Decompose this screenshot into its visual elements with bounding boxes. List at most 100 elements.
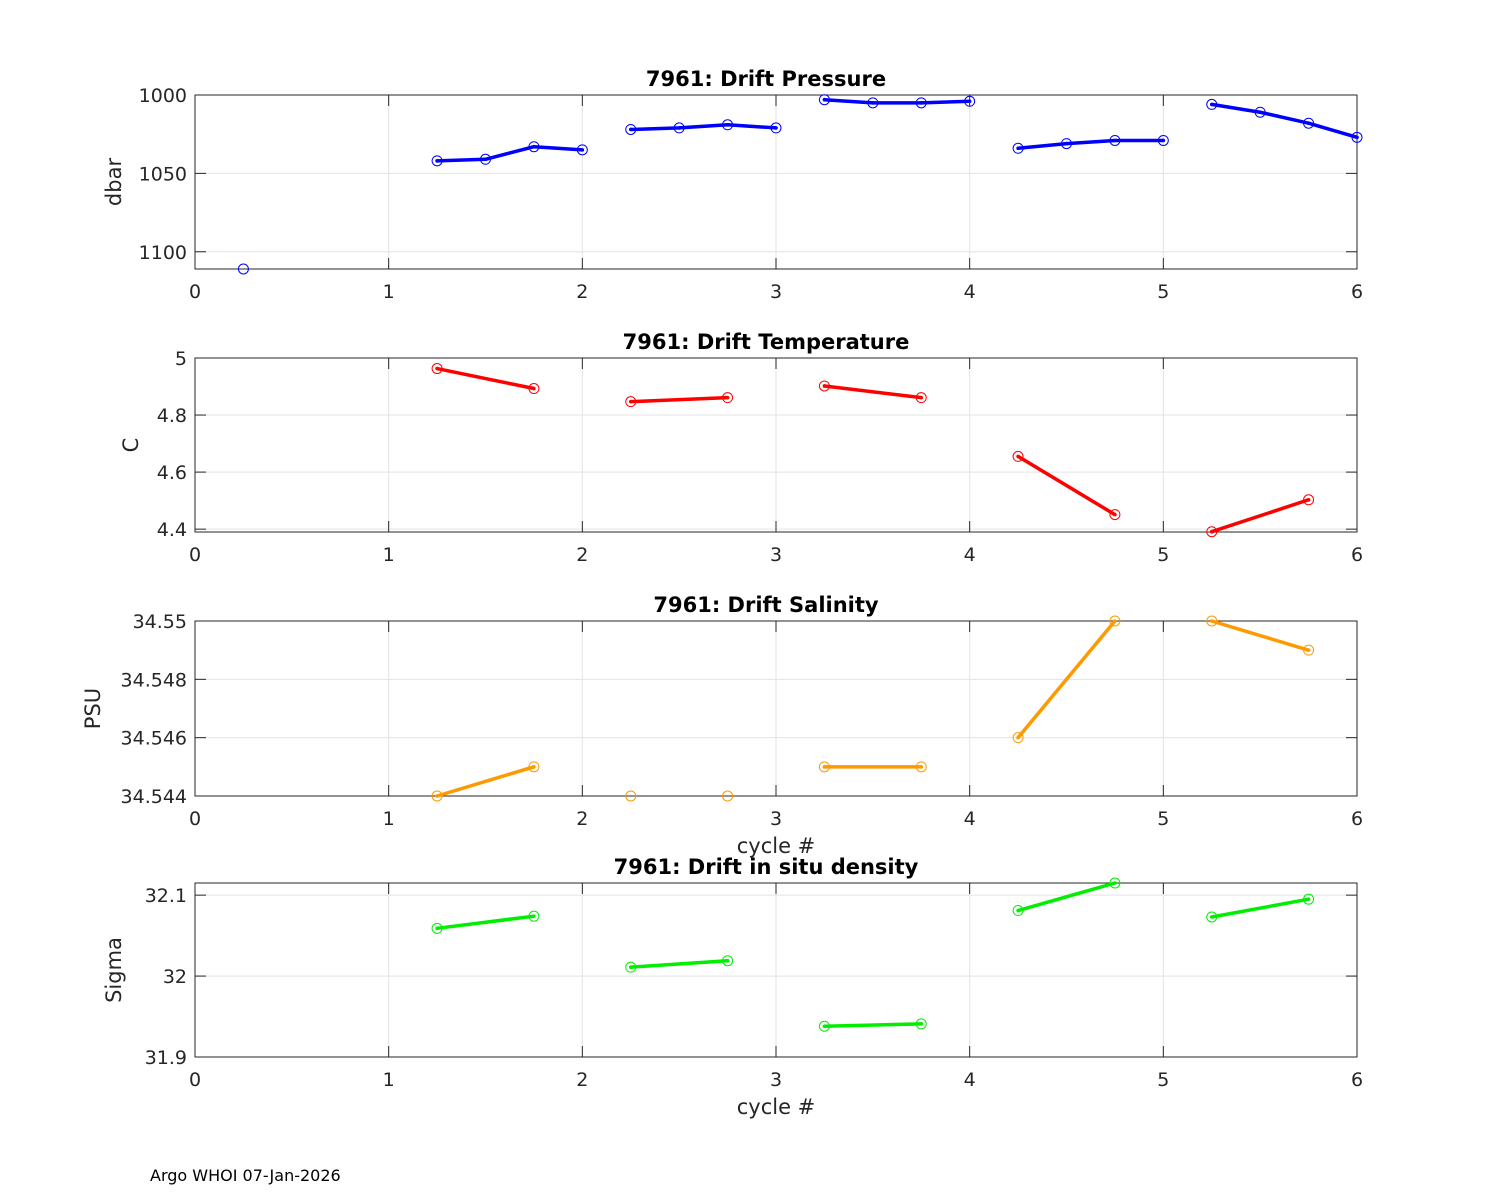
data-point-marker bbox=[528, 910, 540, 922]
data-point-marker bbox=[770, 122, 782, 134]
data-point-marker bbox=[964, 95, 976, 107]
data-point-marker bbox=[1303, 893, 1315, 905]
x-tick-label: 3 bbox=[770, 544, 782, 566]
data-point-dot bbox=[725, 958, 730, 963]
data-point-marker bbox=[237, 263, 249, 275]
y-tick-label: 1050 bbox=[139, 163, 187, 185]
data-point-dot bbox=[1113, 881, 1117, 885]
x-tick-label: 3 bbox=[770, 808, 782, 830]
data-point-dot bbox=[1355, 135, 1359, 140]
x-tick-label: 5 bbox=[1157, 281, 1169, 303]
data-point-dot bbox=[628, 399, 633, 404]
data-point-marker bbox=[480, 153, 491, 165]
data-point-dot bbox=[435, 926, 439, 931]
data-point-marker bbox=[528, 141, 540, 153]
x-tick-label: 3 bbox=[770, 1069, 782, 1091]
data-point-dot bbox=[1209, 915, 1214, 919]
x-tick-label: 4 bbox=[964, 281, 976, 303]
y-tick-label: 32 bbox=[163, 966, 187, 988]
x-tick-label: 0 bbox=[189, 808, 201, 830]
y-axis-label: dbar bbox=[102, 158, 126, 207]
y-tick-label: 32.1 bbox=[145, 885, 187, 907]
data-point-marker bbox=[625, 396, 637, 408]
x-tick-label: 2 bbox=[576, 808, 588, 830]
data-point-dot bbox=[532, 914, 536, 918]
x-tick-label: 4 bbox=[964, 1069, 976, 1091]
data-point-marker bbox=[722, 955, 734, 967]
data-point-marker bbox=[1109, 615, 1121, 627]
data-point-marker bbox=[1303, 117, 1315, 129]
data-point-dot bbox=[1306, 121, 1311, 126]
data-point-marker bbox=[1012, 732, 1024, 744]
data-point-marker bbox=[1206, 98, 1218, 110]
data-point-marker bbox=[1303, 644, 1315, 656]
series-line bbox=[1211, 498, 1310, 534]
data-point-dot bbox=[871, 101, 875, 105]
x-tick-label: 1 bbox=[383, 544, 395, 566]
data-point-dot bbox=[1209, 102, 1214, 107]
series-line bbox=[1211, 897, 1309, 919]
series-line bbox=[630, 123, 777, 132]
series-line bbox=[1017, 881, 1116, 913]
chart-title: 7961: Drift Temperature bbox=[623, 330, 910, 354]
data-point-dot bbox=[919, 1022, 924, 1026]
data-point-dot bbox=[1113, 138, 1117, 143]
data-point-marker bbox=[1206, 615, 1218, 627]
data-point-marker bbox=[818, 761, 830, 773]
data-point-dot bbox=[822, 384, 827, 388]
data-point-marker bbox=[818, 380, 830, 392]
data-point-dot bbox=[532, 144, 536, 149]
data-point-dot bbox=[822, 765, 827, 769]
y-tick-label: 4.4 bbox=[157, 519, 187, 541]
x-tick-label: 1 bbox=[383, 1069, 395, 1091]
chart-title: 7961: Drift in situ density bbox=[614, 855, 919, 879]
chart-panel-4: 0 1 2 3 4 5 6 31.9 32 32.1 7961: Drift in situ den… bbox=[102, 855, 1363, 1119]
data-point-dot bbox=[1306, 897, 1311, 901]
data-point-marker bbox=[1012, 450, 1024, 462]
data-point-dot bbox=[435, 794, 439, 798]
data-point-dot bbox=[628, 965, 633, 969]
data-point-dot bbox=[435, 159, 439, 163]
data-point-marker bbox=[1157, 134, 1169, 146]
x-tick-label: 1 bbox=[383, 808, 395, 830]
x-tick-label: 6 bbox=[1351, 808, 1363, 830]
data-point-dot bbox=[1064, 141, 1069, 146]
data-point-marker bbox=[431, 790, 443, 802]
x-tick-label: 5 bbox=[1157, 1069, 1169, 1091]
x-axis-label: cycle # bbox=[737, 834, 816, 858]
data-point-dot bbox=[774, 126, 778, 130]
data-point-dot bbox=[483, 157, 488, 162]
series-line bbox=[437, 144, 583, 163]
y-tick-label: 1000 bbox=[139, 85, 187, 107]
series-line bbox=[1017, 454, 1116, 517]
data-point-marker bbox=[915, 1018, 927, 1030]
data-point-marker bbox=[625, 123, 637, 135]
data-point-dot bbox=[1306, 648, 1311, 652]
data-point-marker bbox=[431, 155, 443, 167]
y-tick-label: 34.55 bbox=[133, 611, 187, 633]
data-point-marker bbox=[431, 363, 443, 375]
series-line bbox=[1211, 619, 1310, 652]
data-point-dot bbox=[1161, 138, 1166, 143]
x-tick-label: 6 bbox=[1351, 544, 1363, 566]
series-line bbox=[1016, 619, 1117, 739]
footer-text: Argo WHOI 07-Jan-2026 bbox=[150, 1166, 341, 1185]
y-tick-label: 5 bbox=[175, 348, 187, 370]
data-point-dot bbox=[435, 366, 439, 371]
x-tick-label: 5 bbox=[1157, 808, 1169, 830]
chart-panel-2: 0 1 2 3 4 5 6 4.4 4.6 4.8 5 7961: Drift Temperature… bbox=[119, 330, 1363, 566]
x-tick-label: 2 bbox=[576, 281, 588, 303]
series-line bbox=[436, 765, 535, 798]
series-line bbox=[1211, 102, 1358, 140]
data-point-marker bbox=[1109, 509, 1121, 521]
series-line bbox=[630, 395, 728, 404]
y-tick-label: 34.548 bbox=[121, 669, 187, 691]
chart-title: 7961: Drift Pressure bbox=[646, 67, 886, 91]
y-axis-label: Sigma bbox=[102, 937, 126, 1003]
data-point-marker bbox=[722, 790, 734, 802]
y-tick-label: 1100 bbox=[139, 242, 187, 264]
data-point-marker bbox=[867, 97, 879, 109]
data-point-dot bbox=[822, 97, 827, 102]
data-point-marker bbox=[915, 761, 927, 773]
